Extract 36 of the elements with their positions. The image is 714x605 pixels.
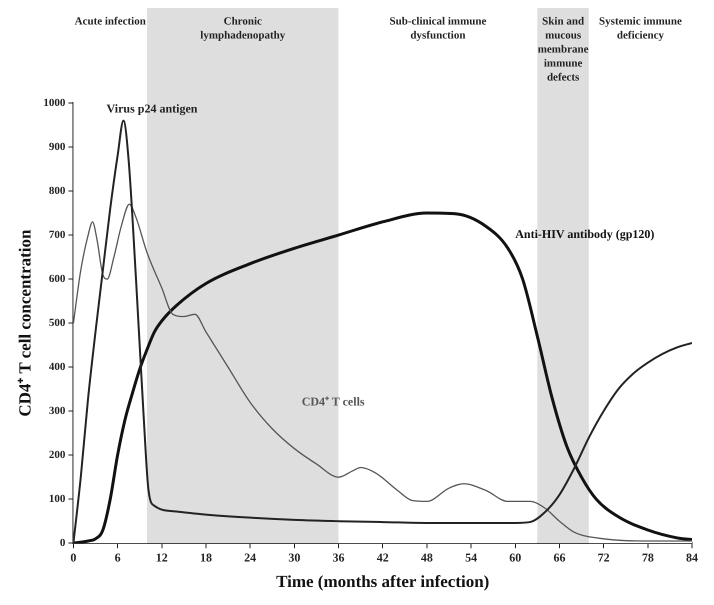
- y-tick-label: 1000: [43, 96, 66, 109]
- x-tick-label: 66: [553, 550, 566, 564]
- y-tick-label: 500: [48, 316, 66, 329]
- x-tick-label: 72: [598, 550, 610, 564]
- band-label: Acute infection: [74, 15, 146, 28]
- x-tick-label: 18: [200, 550, 212, 564]
- y-tick-label: 600: [48, 272, 66, 285]
- x-tick-label: 12: [156, 550, 168, 564]
- x-tick-label: 42: [376, 550, 389, 564]
- x-tick-label: 24: [244, 550, 256, 564]
- x-tick-label: 78: [642, 550, 654, 564]
- y-tick-label: 700: [48, 228, 66, 241]
- x-tick-label: 84: [686, 550, 698, 564]
- x-axis-title: Time (months after infection): [276, 572, 490, 592]
- y-tick-label: 900: [48, 140, 66, 153]
- y-axis-title: CD4⁺ T cell concentration: [16, 228, 35, 417]
- y-tick-label: 400: [48, 360, 66, 373]
- y-tick-label: 100: [48, 493, 66, 506]
- series-label: Anti-HIV antibody (gp120): [515, 227, 654, 242]
- x-tick-label: 54: [465, 550, 478, 564]
- x-tick-label: 30: [288, 550, 300, 564]
- x-tick-label: 6: [114, 550, 121, 564]
- band-label: Chronic lymphadenopathy: [200, 15, 286, 42]
- band-label: Sub-clinical immune dysfunction: [389, 15, 486, 42]
- x-tick-label: 36: [332, 550, 345, 564]
- x-tick-label: 60: [509, 550, 522, 564]
- series-label: Virus p24 antigen: [106, 102, 198, 116]
- y-tick-label: 800: [48, 184, 66, 197]
- x-tick-label: 0: [70, 550, 76, 564]
- y-tick-label: 0: [60, 537, 66, 550]
- x-tick-label: 48: [420, 550, 433, 564]
- band-label: Skin and mucous membrane immune defects: [538, 15, 589, 84]
- y-tick-label: 200: [48, 449, 66, 462]
- y-tick-label: 300: [48, 404, 66, 417]
- band-label: Systemic immune deficiency: [599, 15, 682, 42]
- text: CD4⁺ T cells: [302, 394, 365, 408]
